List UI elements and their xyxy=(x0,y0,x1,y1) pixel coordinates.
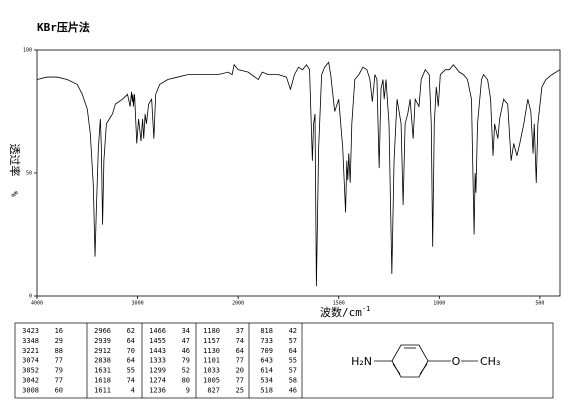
peak-transmittance: 37 xyxy=(236,327,244,335)
oxygen-atom: O xyxy=(452,355,461,368)
peak-transmittance: 57 xyxy=(289,367,297,375)
peak-transmittance: 74 xyxy=(236,337,244,345)
peak-transmittance: 62 xyxy=(127,327,135,335)
methyl-group: CH₃ xyxy=(480,355,500,368)
peak-transmittance: 9 xyxy=(186,386,190,394)
structure xyxy=(374,344,478,378)
peak-wavenumber: 1333 xyxy=(149,357,166,365)
peak-wavenumber: 1455 xyxy=(149,337,166,345)
peak-transmittance: 64 xyxy=(289,347,297,355)
peak-wavenumber: 1130 xyxy=(203,347,220,355)
peak-wavenumber: 2966 xyxy=(94,327,111,335)
peak-wavenumber: 1236 xyxy=(149,386,166,394)
peak-wavenumber: 1157 xyxy=(203,337,220,345)
x-label-text: 波数/cm xyxy=(320,306,362,319)
peak-transmittance: 77 xyxy=(236,357,244,365)
peak-wavenumber: 1618 xyxy=(94,377,111,385)
peak-transmittance: 77 xyxy=(55,357,63,365)
peak-wavenumber: 2838 xyxy=(94,357,111,365)
peak-transmittance: 80 xyxy=(182,377,190,385)
peak-transmittance: 70 xyxy=(127,347,135,355)
x-label-sup: -1 xyxy=(362,305,370,313)
benzene-ring xyxy=(391,344,429,378)
double-bond xyxy=(419,363,428,375)
peak-transmittance: 34 xyxy=(182,327,190,335)
y-tick-label: 0 xyxy=(29,294,32,300)
peak-wavenumber: 3042 xyxy=(22,377,39,385)
peak-transmittance: 58 xyxy=(289,377,297,385)
peak-transmittance: 79 xyxy=(182,357,190,365)
peak-wavenumber: 3348 xyxy=(22,337,39,345)
x-tick-label: 1500 xyxy=(333,301,345,307)
peak-wavenumber: 709 xyxy=(260,347,273,355)
peak-wavenumber: 518 xyxy=(260,386,273,394)
peak-wavenumber: 1101 xyxy=(203,357,220,365)
x-tick-label: 4000 xyxy=(31,301,43,307)
peak-transmittance: 57 xyxy=(289,337,297,345)
peak-transmittance: 74 xyxy=(127,377,135,385)
peak-transmittance: 60 xyxy=(55,386,63,394)
y-tick-label: 100 xyxy=(23,48,32,54)
peak-transmittance: 55 xyxy=(289,357,297,365)
peak-transmittance: 47 xyxy=(182,337,190,345)
peak-wavenumber: 1033 xyxy=(203,367,220,375)
x-axis-label: 波数/cm-1 xyxy=(320,305,370,319)
plot-frame xyxy=(36,49,561,297)
peak-transmittance: 29 xyxy=(55,337,63,345)
peak-wavenumber: 1443 xyxy=(149,347,166,355)
peak-transmittance: 77 xyxy=(236,377,244,385)
peak-wavenumber: 1180 xyxy=(203,327,220,335)
peak-transmittance: 25 xyxy=(236,386,244,394)
peak-transmittance: 77 xyxy=(55,377,63,385)
chart-title: KBr压片法 xyxy=(37,20,90,34)
peak-wavenumber: 3052 xyxy=(22,367,39,375)
x-tick-label: 500 xyxy=(535,301,544,307)
peak-transmittance: 4 xyxy=(131,386,135,394)
y-axis-unit: % xyxy=(9,191,19,197)
peak-transmittance: 46 xyxy=(182,347,190,355)
peak-transmittance: 42 xyxy=(289,327,297,335)
peak-wavenumber: 3221 xyxy=(22,347,39,355)
peak-wavenumber: 2939 xyxy=(94,337,111,345)
peak-wavenumber: 1299 xyxy=(149,367,166,375)
peak-transmittance: 79 xyxy=(55,367,63,375)
peak-transmittance: 64 xyxy=(236,347,244,355)
peak-wavenumber: 1005 xyxy=(203,377,220,385)
double-bond xyxy=(392,363,401,375)
peak-wavenumber: 1611 xyxy=(94,386,111,394)
peak-wavenumber: 3423 xyxy=(22,327,39,335)
peak-wavenumber: 1274 xyxy=(149,377,166,385)
peak-transmittance: 88 xyxy=(55,347,63,355)
peak-transmittance: 52 xyxy=(182,367,190,375)
x-tick-label: 2000 xyxy=(232,301,244,307)
y-tick-label: 50 xyxy=(26,171,32,177)
peak-transmittance: 55 xyxy=(127,367,135,375)
amine-group: H₂N xyxy=(351,355,372,368)
spectrum-line xyxy=(36,61,561,287)
peak-wavenumber: 3074 xyxy=(22,357,39,365)
peak-transmittance: 64 xyxy=(127,337,135,345)
peak-transmittance: 16 xyxy=(55,327,63,335)
table-frame xyxy=(14,322,554,399)
peak-transmittance: 64 xyxy=(127,357,135,365)
peak-wavenumber: 534 xyxy=(260,377,273,385)
peak-transmittance: 20 xyxy=(236,367,244,375)
peak-wavenumber: 1631 xyxy=(94,367,111,375)
x-tick-label: 1000 xyxy=(433,301,445,307)
peak-wavenumber: 2912 xyxy=(94,347,111,355)
peak-wavenumber: 818 xyxy=(260,327,273,335)
peak-wavenumber: 733 xyxy=(260,337,273,345)
peak-transmittance: 46 xyxy=(289,386,297,394)
peak-wavenumber: 614 xyxy=(260,367,273,375)
x-tick-label: 3000 xyxy=(132,301,144,307)
y-axis-label: 透过率 xyxy=(8,144,22,177)
peak-wavenumber: 3008 xyxy=(22,386,39,394)
peak-wavenumber: 643 xyxy=(260,357,273,365)
peak-wavenumber: 827 xyxy=(207,386,220,394)
peak-wavenumber: 1466 xyxy=(149,327,166,335)
